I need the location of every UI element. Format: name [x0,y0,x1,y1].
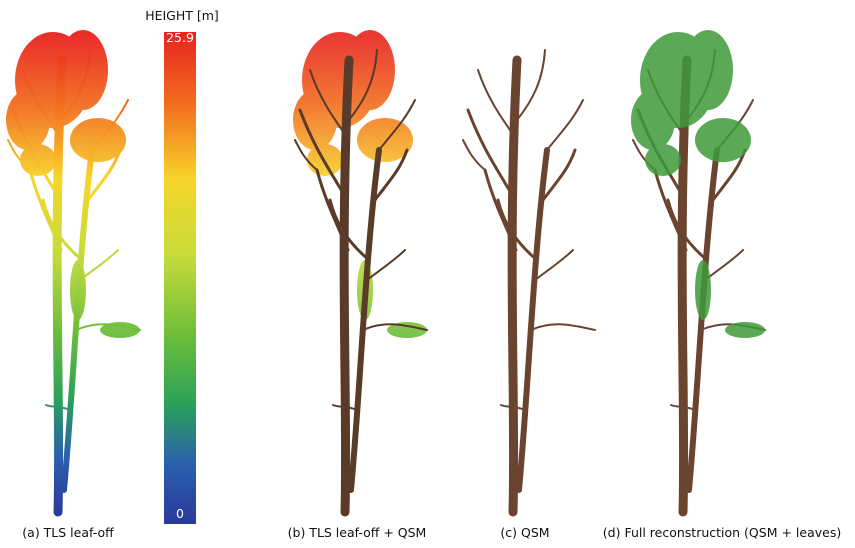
caption: (a) TLS leaf-off [22,525,114,540]
colorbar-title: HEIGHT [m] [145,8,219,23]
colorbar-min: 0 [176,506,184,521]
tree-point-cloud-qsm [293,30,427,512]
tree-qsm [463,50,595,512]
colorbar-max: 25.9 [166,30,194,45]
colorbar [164,32,196,524]
caption: (d) Full reconstruction (QSM + leaves) [603,525,841,540]
caption: (b) TLS leaf-off + QSM [288,525,427,540]
tree-full-reconstruction [631,30,765,512]
caption: (c) QSM [500,525,549,540]
tree-point-cloud [6,30,140,512]
figure: HEIGHT [m] 25.9 0 (a) TLS leaf-off (b) T… [0,0,855,548]
